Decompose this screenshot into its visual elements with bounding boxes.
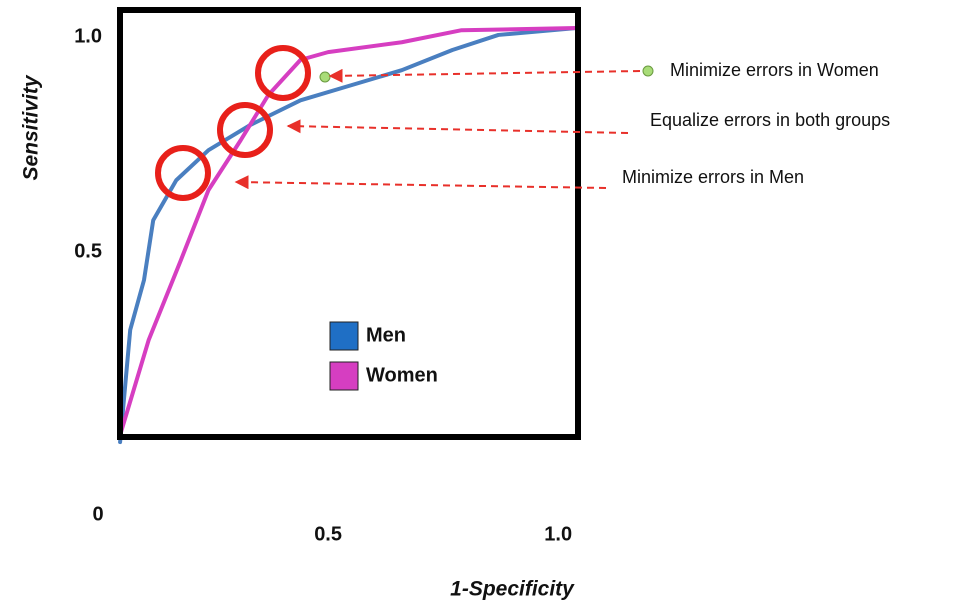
x-axis-title: 1-Specificity (450, 578, 575, 601)
arrow (234, 175, 607, 190)
legend-swatch (329, 361, 359, 391)
x-tick-label: 0.5 (314, 523, 342, 545)
arrow (328, 68, 641, 83)
legend-label: Men (366, 324, 406, 346)
annotation: Minimize errors in Women (670, 60, 879, 80)
y-tick-label: 1.0 (74, 25, 102, 47)
legend-swatch (329, 321, 359, 351)
point-marker (319, 71, 331, 83)
legend-label: Women (366, 364, 438, 386)
arrow (286, 119, 629, 134)
point-marker (642, 65, 654, 77)
annotation: Equalize errors in both groups (650, 110, 890, 130)
plot-frame (117, 7, 581, 440)
highlight-circle (255, 45, 311, 101)
y-tick-label: 0.5 (74, 240, 102, 262)
x-tick-label: 1.0 (544, 523, 572, 545)
y-axis-title: Sensitivity (20, 74, 43, 180)
highlight-circle (217, 102, 273, 158)
x-tick-label: 0 (92, 503, 103, 525)
highlight-circle (155, 145, 211, 201)
annotation: Minimize errors in Men (622, 167, 804, 187)
